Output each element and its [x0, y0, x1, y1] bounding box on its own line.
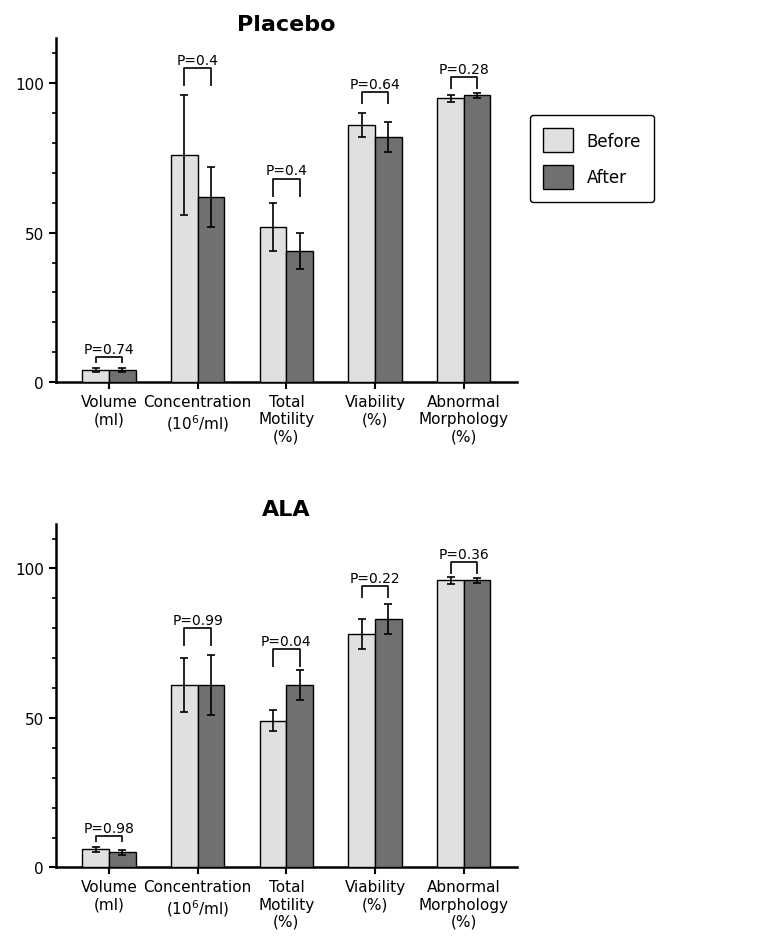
Bar — [260, 721, 286, 868]
Bar — [82, 371, 109, 382]
Bar — [348, 126, 375, 382]
Bar — [197, 197, 224, 382]
Bar — [375, 138, 402, 382]
Text: P=0.36: P=0.36 — [439, 548, 490, 562]
Bar — [171, 685, 197, 868]
Legend: Before, After: Before, After — [530, 116, 655, 203]
Text: P=0.4: P=0.4 — [265, 164, 308, 178]
Bar — [171, 156, 197, 382]
Bar — [82, 850, 109, 868]
Text: P=0.98: P=0.98 — [83, 821, 134, 835]
Text: P=0.99: P=0.99 — [172, 613, 223, 627]
Bar — [464, 581, 490, 868]
Text: P=0.22: P=0.22 — [350, 571, 400, 585]
Bar — [260, 228, 286, 382]
Text: P=0.64: P=0.64 — [350, 77, 400, 92]
Bar — [286, 685, 313, 868]
Title: ALA: ALA — [262, 499, 311, 520]
Bar — [286, 251, 313, 382]
Text: P=0.74: P=0.74 — [83, 343, 134, 357]
Text: P=0.4: P=0.4 — [177, 54, 219, 68]
Bar — [464, 96, 490, 382]
Bar — [197, 685, 224, 868]
Bar — [437, 99, 464, 382]
Bar — [109, 852, 136, 868]
Bar — [437, 581, 464, 868]
Bar — [348, 634, 375, 868]
Title: Placebo: Placebo — [237, 15, 335, 35]
Bar — [109, 371, 136, 382]
Text: P=0.28: P=0.28 — [439, 62, 490, 76]
Text: P=0.04: P=0.04 — [261, 634, 311, 648]
Bar — [375, 619, 402, 868]
